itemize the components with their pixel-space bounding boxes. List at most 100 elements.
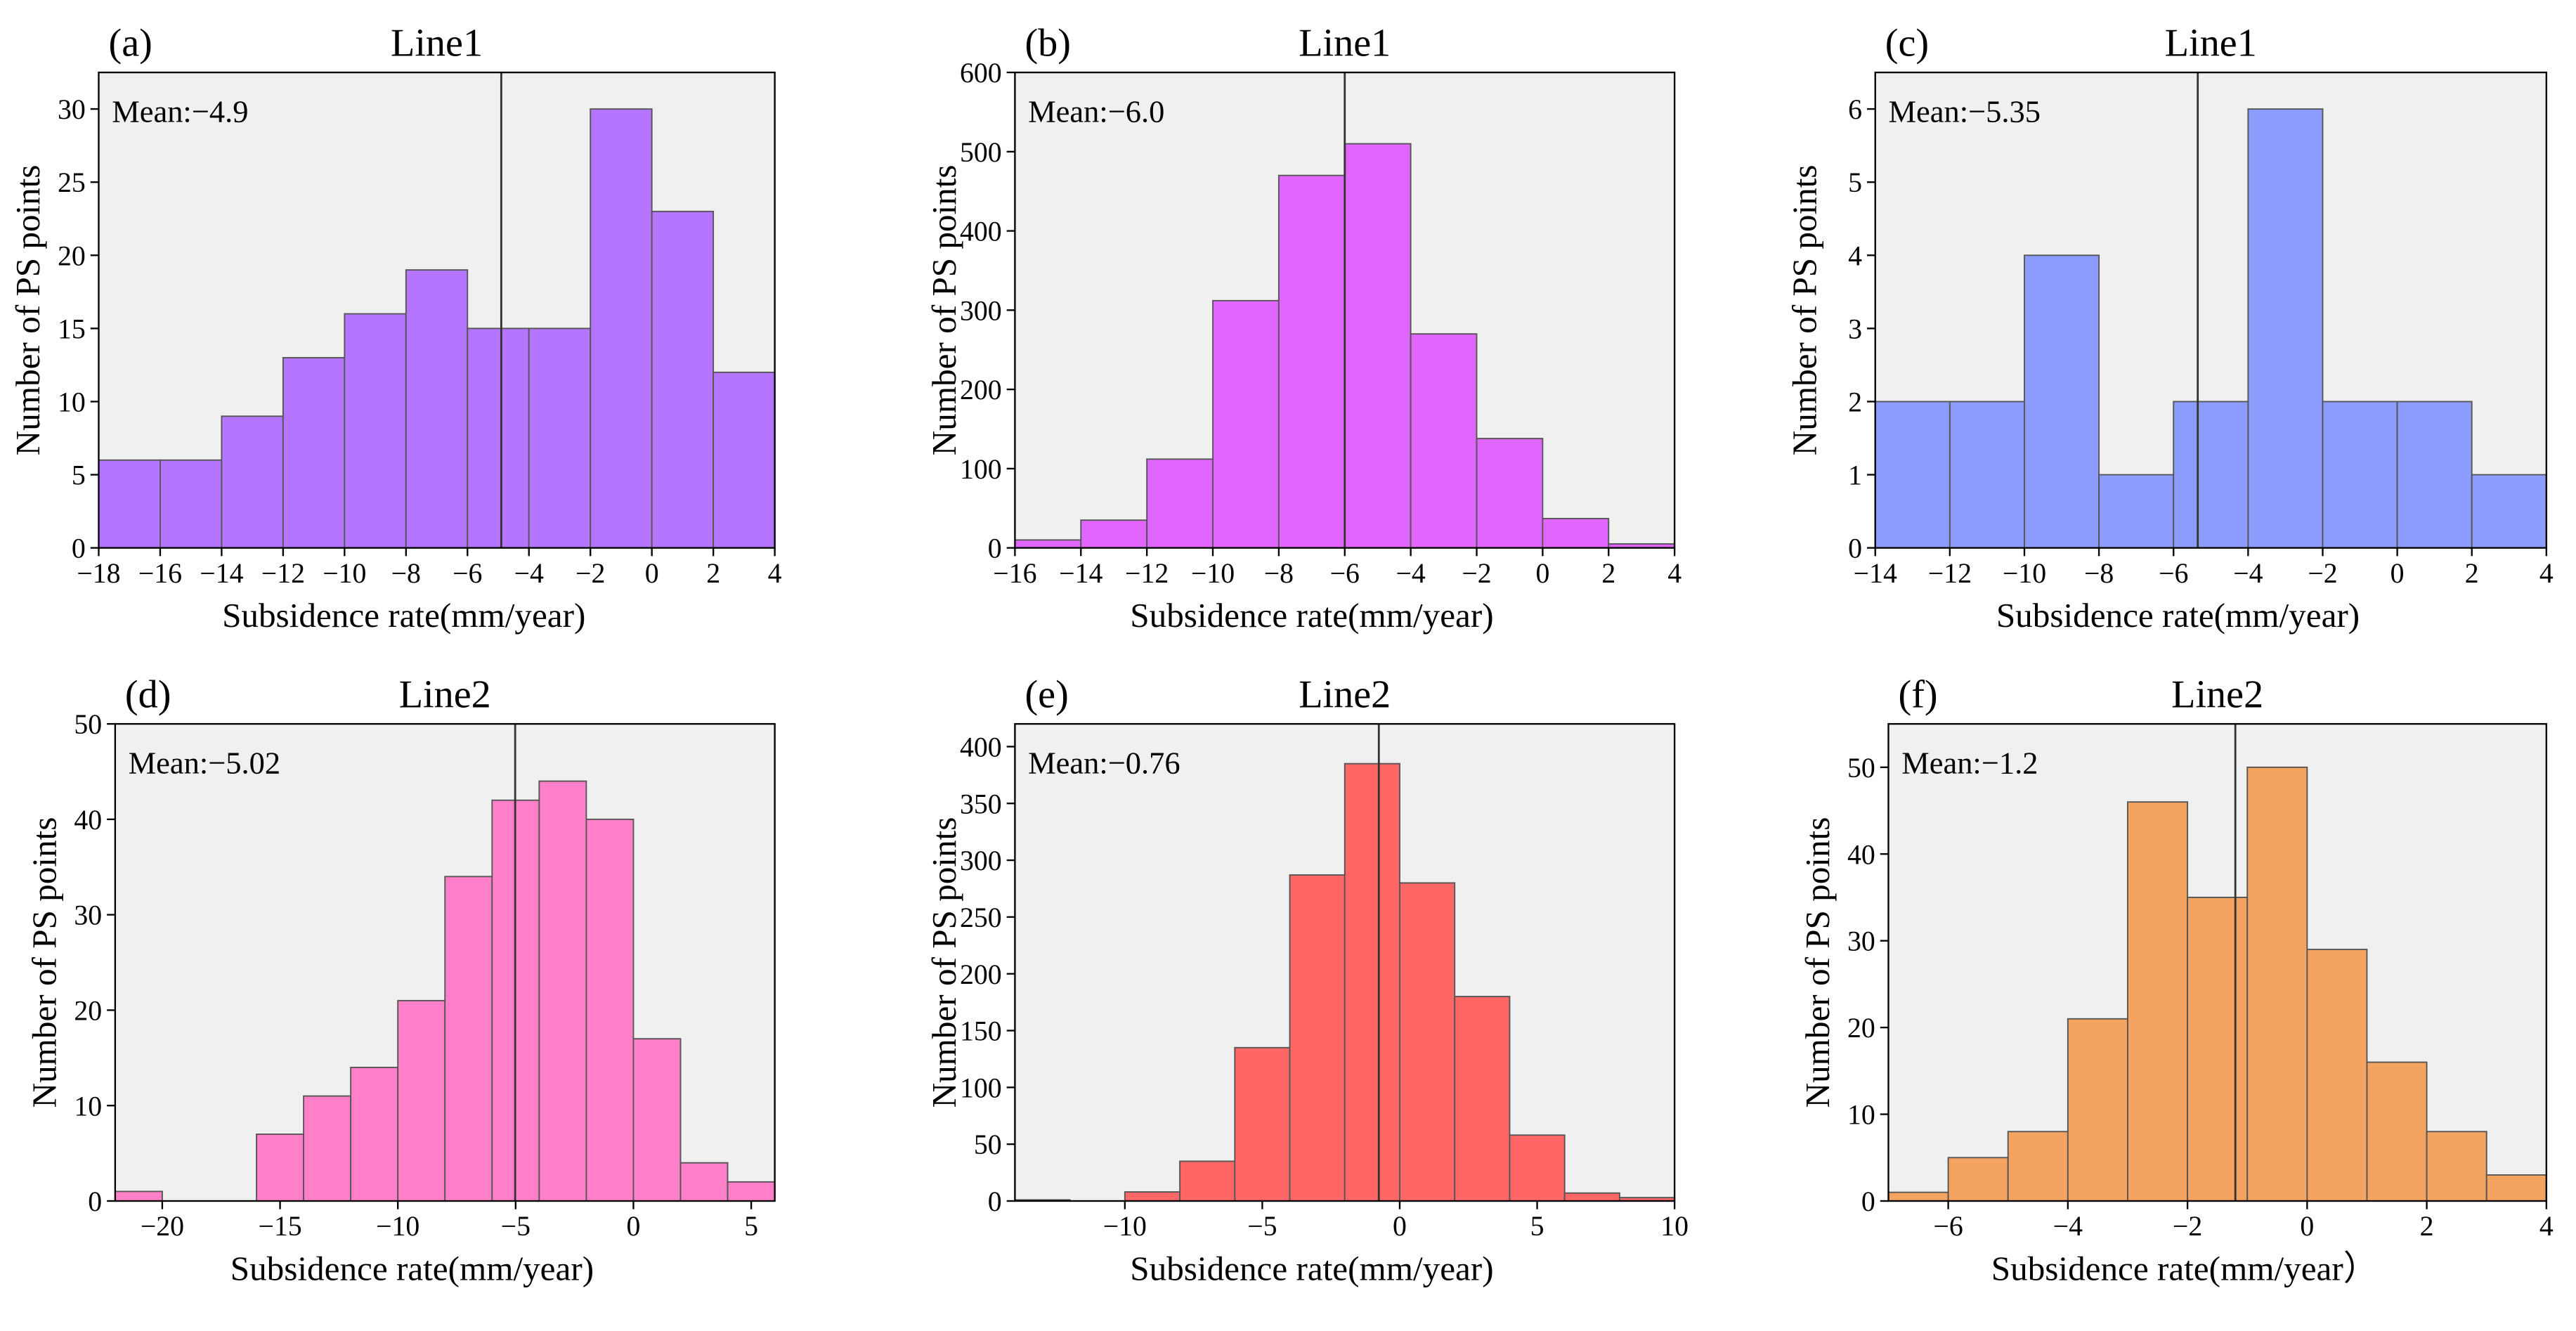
y-tick-label: 40 xyxy=(74,805,102,836)
bar xyxy=(2247,108,2324,549)
x-axis-label: Subsidence rate(mm/year) xyxy=(222,596,585,635)
y-tick-label: 350 xyxy=(960,788,1002,819)
y-tick-label: 500 xyxy=(960,137,1002,168)
x-tick-label: −6 xyxy=(453,558,482,589)
x-axis-label: Subsidence rate(mm/year) xyxy=(230,1249,594,1287)
plot-frame xyxy=(1874,71,2548,549)
bar xyxy=(2471,474,2547,549)
x-tick-label: −10 xyxy=(1191,558,1235,589)
y-tick-label: 3 xyxy=(1848,313,1862,344)
x-tick-label: 0 xyxy=(2390,558,2405,589)
panel-title: Line2 xyxy=(399,673,491,717)
bar xyxy=(2127,801,2189,1202)
x-tick-label: −2 xyxy=(2173,1211,2202,1242)
x-tick-label: −8 xyxy=(2084,558,2114,589)
x-tick-label: −2 xyxy=(2308,558,2337,589)
y-tick-label: 150 xyxy=(960,1016,1002,1047)
y-tick-label: 30 xyxy=(1847,926,1875,957)
bar xyxy=(159,459,223,549)
x-tick-label: −10 xyxy=(323,558,366,589)
x-tick-label: −14 xyxy=(1059,558,1102,589)
panel-title: Line1 xyxy=(391,22,483,65)
x-tick-label: −2 xyxy=(1462,558,1491,589)
mean-label: Mean:−5.02 xyxy=(129,745,281,780)
bar xyxy=(282,357,346,549)
panel-title: Line2 xyxy=(2171,673,2263,717)
y-tick-label: 400 xyxy=(960,216,1002,247)
y-tick-label: 10 xyxy=(1847,1100,1875,1131)
y-tick-label: 20 xyxy=(1847,1013,1875,1044)
bar xyxy=(2187,897,2249,1202)
x-tick-label: −12 xyxy=(1928,558,1972,589)
plot-frame xyxy=(1014,722,1676,1202)
x-tick-label: 2 xyxy=(706,558,720,589)
x-tick-label: 0 xyxy=(645,558,659,589)
x-tick-label: −15 xyxy=(258,1211,301,1242)
bar xyxy=(727,1181,776,1202)
x-tick-label: −6 xyxy=(1933,1211,1963,1242)
bar xyxy=(2485,1174,2547,1202)
y-axis-label: Number of PS points xyxy=(925,164,963,455)
x-tick-label: −4 xyxy=(2053,1211,2083,1242)
bar xyxy=(1212,299,1280,549)
y-tick-label: 4 xyxy=(1848,240,1862,271)
bar xyxy=(1509,1134,1566,1202)
y-tick-label: 20 xyxy=(74,995,102,1026)
bar xyxy=(651,210,715,549)
x-tick-label: −4 xyxy=(1396,558,1425,589)
y-axis-label: Number of PS points xyxy=(25,817,64,1108)
x-tick-label: −4 xyxy=(514,558,544,589)
bar xyxy=(632,1038,682,1202)
x-axis-label: Subsidence rate(mm/year） xyxy=(1991,1249,2378,1287)
bar xyxy=(444,876,493,1202)
y-tick-label: 50 xyxy=(1847,753,1875,784)
y-tick-label: 0 xyxy=(72,533,86,564)
y-tick-label: 0 xyxy=(988,533,1002,564)
y-tick-label: 0 xyxy=(988,1186,1002,1217)
panel-title: Line1 xyxy=(1299,22,1391,65)
y-tick-label: 0 xyxy=(88,1186,102,1217)
bar xyxy=(1542,517,1610,549)
bar xyxy=(405,269,469,549)
mean-label: Mean:−0.76 xyxy=(1028,745,1180,780)
x-tick-label: −10 xyxy=(2003,558,2046,589)
x-tick-label: 4 xyxy=(2539,558,2554,589)
x-tick-label: −6 xyxy=(2159,558,2188,589)
bar xyxy=(114,1190,163,1202)
x-tick-label: −16 xyxy=(993,558,1036,589)
bar xyxy=(2322,401,2398,549)
bar xyxy=(2306,949,2368,1202)
bar xyxy=(528,327,592,549)
bar xyxy=(344,313,407,549)
x-tick-label: −2 xyxy=(575,558,605,589)
bar xyxy=(1476,438,1544,549)
y-tick-label: 100 xyxy=(960,1072,1002,1103)
mean-label: Mean:−6.0 xyxy=(1028,93,1164,129)
y-tick-label: 300 xyxy=(960,295,1002,326)
bar xyxy=(1563,1192,1620,1202)
y-tick-label: 10 xyxy=(58,387,86,417)
y-axis-label: Number of PS points xyxy=(8,164,47,455)
mean-label: Mean:−4.9 xyxy=(112,93,248,129)
bar xyxy=(1344,762,1400,1202)
y-tick-label: 6 xyxy=(1848,94,1862,125)
x-tick-label: −8 xyxy=(391,558,421,589)
bar xyxy=(2024,254,2100,549)
x-tick-label: 0 xyxy=(1535,558,1549,589)
y-tick-label: 30 xyxy=(74,900,102,931)
bar xyxy=(1124,1191,1181,1202)
bar xyxy=(1289,874,1346,1202)
y-tick-label: 300 xyxy=(960,845,1002,876)
x-tick-label: 4 xyxy=(2539,1211,2554,1242)
x-tick-label: 5 xyxy=(744,1211,758,1242)
mean-label: Mean:−5.35 xyxy=(1888,93,2041,129)
x-tick-label: −12 xyxy=(261,558,305,589)
y-tick-label: 250 xyxy=(960,902,1002,933)
y-tick-label: 200 xyxy=(960,375,1002,405)
plot-frame xyxy=(114,722,776,1202)
x-tick-label: −10 xyxy=(376,1211,419,1242)
bar xyxy=(1874,401,1951,549)
bar xyxy=(1399,882,1456,1202)
